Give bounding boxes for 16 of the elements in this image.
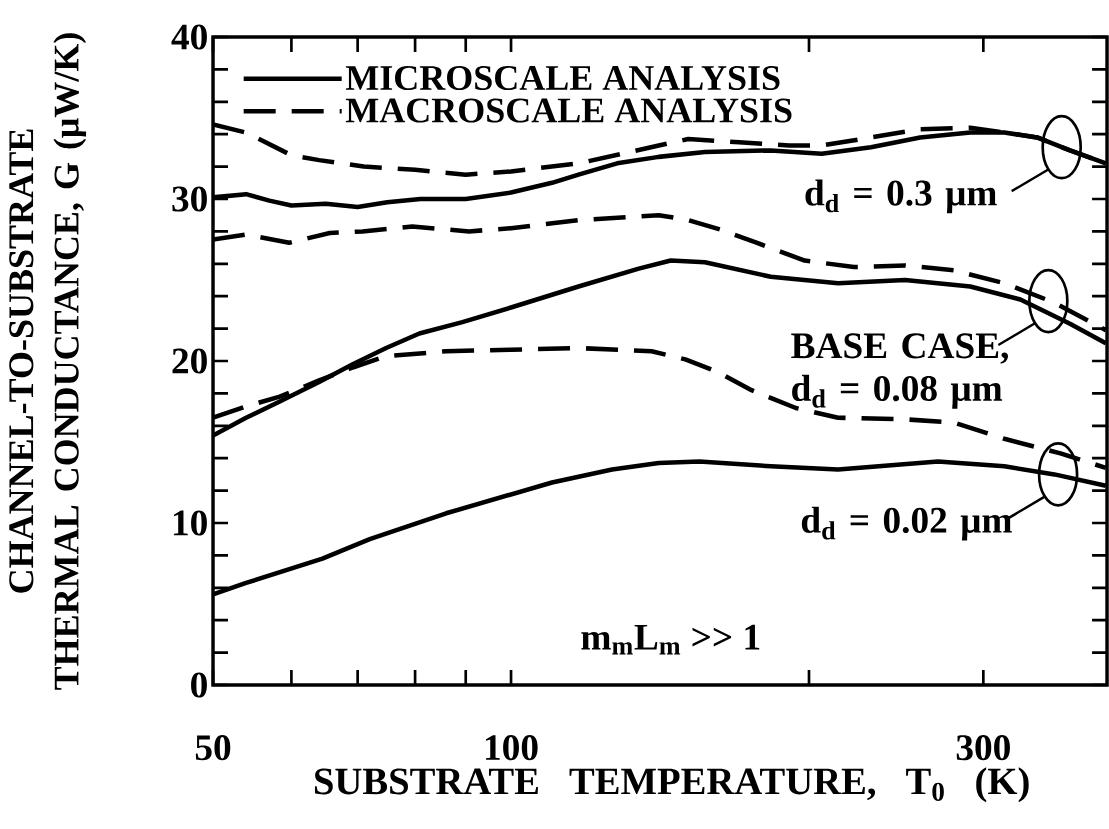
legend-label: MACROSCALE ANALYSIS [345,98,792,123]
x-axis-title: SUBSTRATE TEMPERATURE, T$_{0}$ (K) [314,767,1029,803]
x-tick-label: 300 [956,735,1010,761]
y-tick-label: 10 [173,510,207,536]
annotation: d$_{d}$ = 0.3 μm [805,179,997,214]
y-tick-label: 20 [172,348,207,374]
x-tick-label: 50 [195,735,231,761]
annotation: BASE CASE, d$_{d}$ = 0.08 μm [791,333,1009,409]
y-tick-label: 40 [171,24,207,50]
y-axis-title: CHANNEL-TO-SUBSTRATE THERMAL CONDUCTANCE, G (μW/K) [9,33,87,690]
y-tick-label: 30 [172,186,207,212]
x-tick-label: 100 [486,735,538,761]
y-tick-label: 0 [191,672,207,698]
annotation: m$_{m}$L$_{m}$ >> 1 [581,624,760,655]
legend-label: MICROSCALE ANALYSIS [345,65,780,91]
annotation: d$_{d}$ = 0.02 μm [801,506,1012,541]
